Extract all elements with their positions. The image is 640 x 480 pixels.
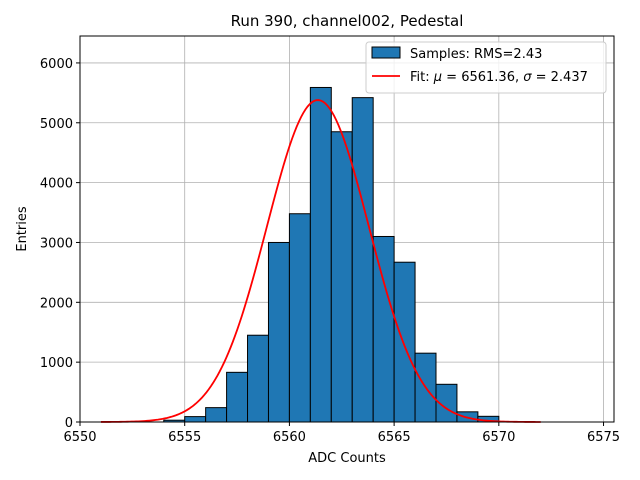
x-tick-label: 6575 [587,430,620,445]
fit-curve-layer [100,99,541,423]
legend-hist-label: Samples: RMS=2.43 [410,47,542,62]
histogram-bar [247,334,269,423]
histogram-bar [288,213,311,423]
x-axis-label: ADC Counts [308,451,386,466]
histogram-bar [205,407,228,423]
y-axis-label: Entries [15,206,30,252]
histogram-bar [372,235,395,423]
histogram-bar [393,261,416,423]
legend-fit-prefix: Fit: [410,70,434,85]
histogram-bar [309,86,332,423]
legend-fit-sigma-value: = 2.437 [531,70,587,85]
histogram-bar [267,241,290,423]
y-tick-label: 5000 [40,117,73,132]
x-tick-label: 6560 [273,430,306,445]
legend: Samples: RMS=2.43 Fit: μ = 6561.36, σ = … [365,41,607,94]
histogram-bar [184,416,207,423]
legend-hist-swatch [371,46,401,59]
legend-fit-mu-value: = 6561.36, [442,70,523,85]
x-tick-label: 6570 [482,430,515,445]
histogram-bar [330,131,353,423]
legend-fit-mu-symbol: μ [433,70,442,85]
y-tick-label: 6000 [40,57,73,72]
histogram-bars [163,86,500,423]
plot-frame [79,35,615,423]
y-tick-label: 0 [65,416,73,431]
y-tick-label: 3000 [40,236,73,251]
chart-title: Run 390, channel002, Pedestal [231,12,464,30]
x-tick-label: 6565 [378,430,411,445]
histogram-bar [226,371,249,423]
x-tick-label: 6555 [168,430,201,445]
y-tick-label: 2000 [40,296,73,311]
legend-fit-label: Fit: μ = 6561.36, σ = 2.437 [410,70,588,85]
legend-box [365,41,607,94]
legend-fit-sigma-symbol: σ [523,70,532,85]
axis-ticks: 6550 6555 6560 6565 6570 6575 0 1000 2000 3000 400… [40,57,620,445]
y-tick-label: 4000 [40,177,73,192]
histogram-bar [351,97,374,423]
y-tick-label: 1000 [40,356,73,371]
gaussian-fit-curve [100,99,541,423]
x-tick-label: 6550 [63,430,96,445]
